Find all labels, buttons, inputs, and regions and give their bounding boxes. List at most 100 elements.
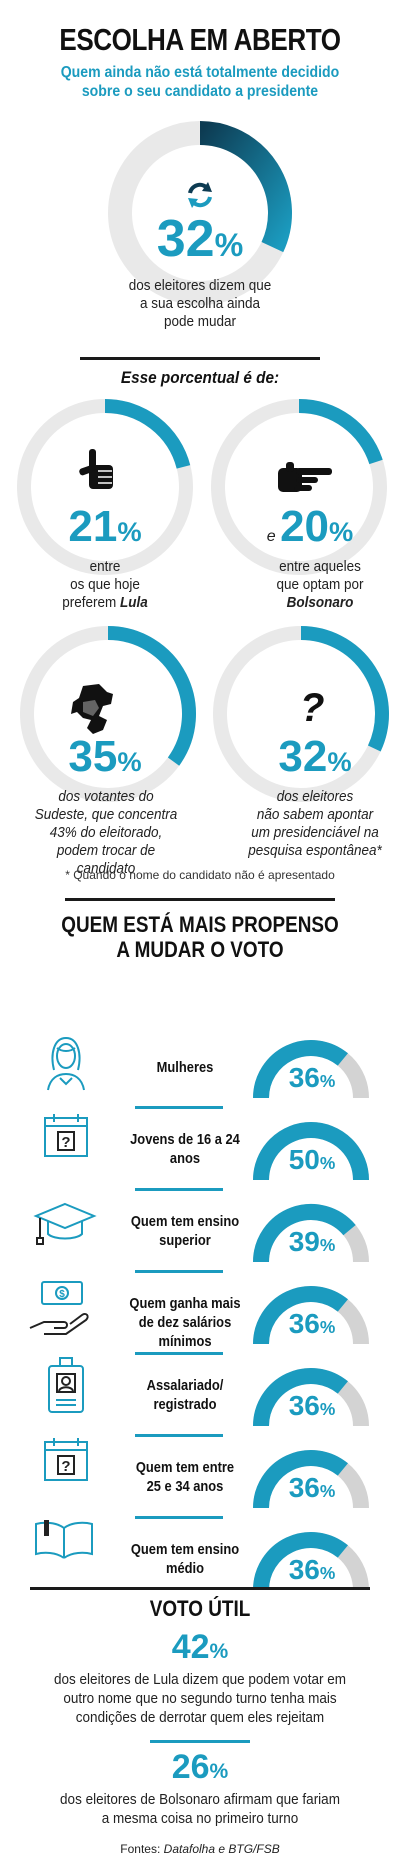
percent-sign: % (214, 227, 244, 263)
bolsonaro-name: Bolsonaro (286, 594, 354, 611)
caption-line: entre (89, 558, 121, 575)
row-value: 36 (288, 1554, 320, 1585)
percent-sign: % (209, 1760, 229, 1783)
row-label: Quem tem ensino superior (130, 1213, 240, 1249)
map-icon (69, 682, 125, 743)
row-value: 36 (288, 1472, 320, 1503)
heading-line: A MUDAR O VOTO (116, 937, 284, 962)
caption-line: que optam por (276, 576, 364, 593)
gauge-value-arc (253, 1122, 369, 1181)
refresh-icon (183, 178, 217, 212)
divider (150, 1740, 250, 1743)
caption-line: preferem (62, 594, 117, 611)
sudeste-value: 35 (68, 732, 118, 781)
main-percentage: 32% (100, 210, 300, 274)
row-percentage: 36% (270, 1390, 354, 1422)
id-badge-icon (46, 1356, 86, 1419)
sudeste-caption: dos votantes do Sudeste, que concentra 4… (34, 788, 178, 877)
lula-voto-util-caption: dos eleitores de Lula dizem que podem vo… (54, 1671, 346, 1726)
percent-sign: % (319, 1399, 336, 1419)
bolsonaro-voto-util-value: 26 (171, 1748, 210, 1786)
main-caption: dos eleitores dizem que a sua escolha ai… (128, 277, 272, 330)
row-divider (135, 1352, 223, 1355)
row-divider (135, 1516, 223, 1519)
calendar-question-icon: ? (42, 1112, 90, 1165)
percent-sign: % (117, 516, 142, 547)
lula-voto-util-value: 42 (171, 1628, 210, 1666)
row-percentage: 36% (270, 1062, 354, 1094)
sudeste-percentage: 35% (45, 732, 165, 782)
ring-value-arc (199, 121, 292, 253)
espontanea-percentage: 32% (255, 732, 375, 782)
row-label: Quem tem ensino médio (130, 1541, 240, 1577)
main-value: 32 (156, 210, 215, 268)
gauge-value-arc (253, 1286, 348, 1345)
percent-sign: % (209, 1640, 229, 1663)
breakdown-heading: Esse porcentual é de: (120, 368, 280, 387)
breakdown-rings (16, 399, 389, 802)
gauge-value-arc (253, 1204, 356, 1263)
row-percentage: 36% (270, 1472, 354, 1504)
caption-line: um presidenciável na (251, 824, 379, 841)
espontanea-caption: dos eleitores não sabem apontar um presi… (234, 788, 396, 860)
caption-line: pesquisa espontânea* (248, 842, 382, 859)
page-title: ESCOLHA EM ABERTO (59, 22, 341, 57)
sources-names: Datafolha e BTG/FSB (163, 1842, 280, 1856)
woman-icon (44, 1034, 88, 1097)
percent-sign: % (319, 1153, 336, 1173)
book-icon (32, 1520, 96, 1565)
thumbs-up-icon (77, 447, 121, 498)
gauge-value-arc (253, 1532, 348, 1591)
svg-text:$: $ (59, 1289, 65, 1300)
row-label: Quem ganha mais de dez salários mínimos (129, 1295, 241, 1350)
lula-name: Lula (120, 594, 148, 611)
footnote: * Quando o nome do candidato não é apres… (65, 868, 335, 882)
percent-sign: % (319, 1481, 336, 1501)
row-label: Jovens de 16 a 24 anos (130, 1131, 240, 1167)
pointing-hand-icon (276, 460, 336, 501)
row-label: Mulheres (156, 1059, 214, 1076)
gauge-value-arc (253, 1040, 348, 1099)
caption-line: entre aqueles (279, 558, 361, 575)
row-divider (135, 1188, 223, 1191)
row-label: Quem tem entre 25 e 34 anos (135, 1459, 235, 1495)
prefix-e: e (266, 528, 276, 545)
svg-text:?: ? (61, 1458, 70, 1475)
row-label: Assalariado/ registrado (146, 1377, 224, 1413)
bolsonaro-caption: entre aqueles que optam por Bolsonaro (257, 558, 383, 612)
bolsonaro-voto-util-caption: dos eleitores de Bolsonaro afirmam que f… (60, 1791, 340, 1827)
percent-sign: % (117, 746, 142, 777)
voto-util-heading: VOTO ÚTIL (149, 1596, 251, 1621)
percent-sign: % (319, 1071, 336, 1091)
bolsonaro-value: 20 (280, 502, 330, 551)
question-mark-icon: ? (300, 686, 325, 730)
lula-caption: entre os que hoje preferem Lula (47, 558, 164, 612)
gauge-value-arc (253, 1368, 348, 1427)
row-percentage: 36% (270, 1308, 354, 1340)
main-ring-chart (107, 121, 292, 305)
divider (80, 357, 320, 360)
lula-value: 21 (68, 502, 118, 551)
money-hand-icon: $ (28, 1278, 94, 1345)
row-percentage: 36% (270, 1554, 354, 1586)
divider (30, 1587, 370, 1590)
profile-heading: QUEM ESTÁ MAIS PROPENSO A MUDAR O VOTO (28, 912, 372, 962)
heading-line: QUEM ESTÁ MAIS PROPENSO (61, 912, 339, 937)
caption-line: dos eleitores (276, 788, 354, 805)
caption-line: não sabem apontar (256, 806, 374, 823)
lula-percentage: 21% (50, 502, 160, 552)
row-divider (135, 1270, 223, 1273)
sources-prefix: Fontes: (120, 1842, 161, 1856)
page-subtitle: Quem ainda não está totalmente decidido … (60, 64, 340, 100)
row-value: 36 (288, 1308, 320, 1339)
row-value: 36 (288, 1062, 320, 1093)
percent-sign: % (329, 516, 354, 547)
sources: Fontes: Datafolha e BTG/FSB (0, 1842, 400, 1856)
graduation-cap-icon (33, 1200, 97, 1251)
ring-value-arc (107, 626, 196, 766)
espontanea-value: 32 (278, 732, 328, 781)
row-value: 50 (288, 1144, 320, 1175)
row-divider (135, 1106, 223, 1109)
ring-value-arc (298, 399, 383, 465)
